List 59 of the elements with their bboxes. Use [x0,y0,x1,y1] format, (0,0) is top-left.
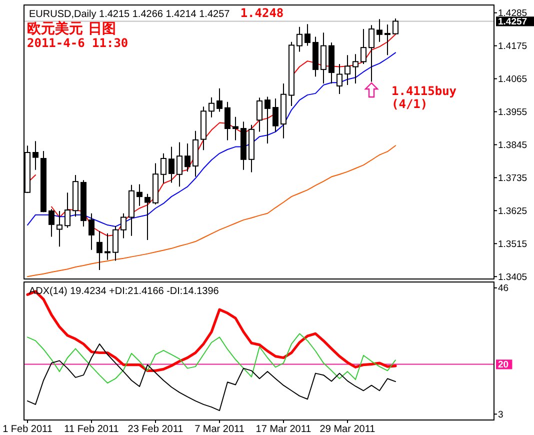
candlestick [264,96,270,144]
line-series [27,145,396,278]
candlestick [88,212,94,250]
candlestick [296,26,302,52]
candlestick [184,143,190,172]
candlestick [168,146,174,184]
line-series [27,333,396,384]
y-tick-label: 1.3735 [498,172,528,184]
candlestick [360,28,366,65]
y-tick-label: 1.4175 [498,41,528,52]
x-tick-label: 1 Feb 2011 [2,424,53,435]
candlestick [344,54,350,86]
candlestick [256,97,262,132]
candlestick [208,96,214,118]
annotation: 1.4248 [240,6,284,20]
candlestick [232,116,238,141]
candlestick [272,98,278,132]
candlestick [304,24,310,46]
x-tick-label: 17 Mar 2011 [256,424,312,435]
y-tick-label: 1.3405 [498,272,528,283]
candlestick [368,24,374,82]
x-tick-label: 11 Feb 2011 [64,424,120,435]
candlestick [216,88,222,112]
candlestick [336,64,342,95]
y-tick-label: 1.3515 [498,238,528,250]
candlestick [384,24,390,56]
candlestick [176,142,182,188]
candlestick [104,232,110,260]
ref-line-label: 20 [498,360,509,371]
annotation: 2011-4-6 11:30 [27,36,128,50]
line-series [27,343,396,412]
y-tick-label: 1.3625 [498,206,528,217]
candlestick [144,193,150,241]
x-tick-label: 29 Mar 2011 [320,424,376,435]
annotation: 1.4115buy (4/1) [392,84,457,111]
x-tick-label: 7 Mar 2011 [194,424,245,435]
candlestick [32,140,38,170]
candlestick [48,208,54,238]
candlestick [96,230,102,271]
candlestick [112,225,118,262]
chart-title: EURUSD,Daily 1.4215 1.4266 1.4214 1.4257 [29,9,230,20]
candlestick [352,54,358,84]
candlestick [392,18,398,35]
candlestick [376,18,382,42]
candlestick [160,152,166,184]
candlestick [120,212,126,239]
y-tick-label: 46 [498,283,509,294]
y-tick-label: 1.3955 [498,107,528,118]
ref-line-label: 1.4257 [498,16,528,28]
candlestick [320,32,326,84]
y-tick-label: 1.4065 [498,74,528,86]
y-tick-label: 3 [498,409,504,420]
candlestick [64,192,70,228]
text: 欧元美元 日图 [27,20,116,37]
x-tick-label: 23 Feb 2011 [128,424,184,435]
candlestick [136,184,142,206]
candlestick [56,210,62,248]
candlestick [224,101,230,141]
y-tick-label: 1.3845 [498,140,528,151]
